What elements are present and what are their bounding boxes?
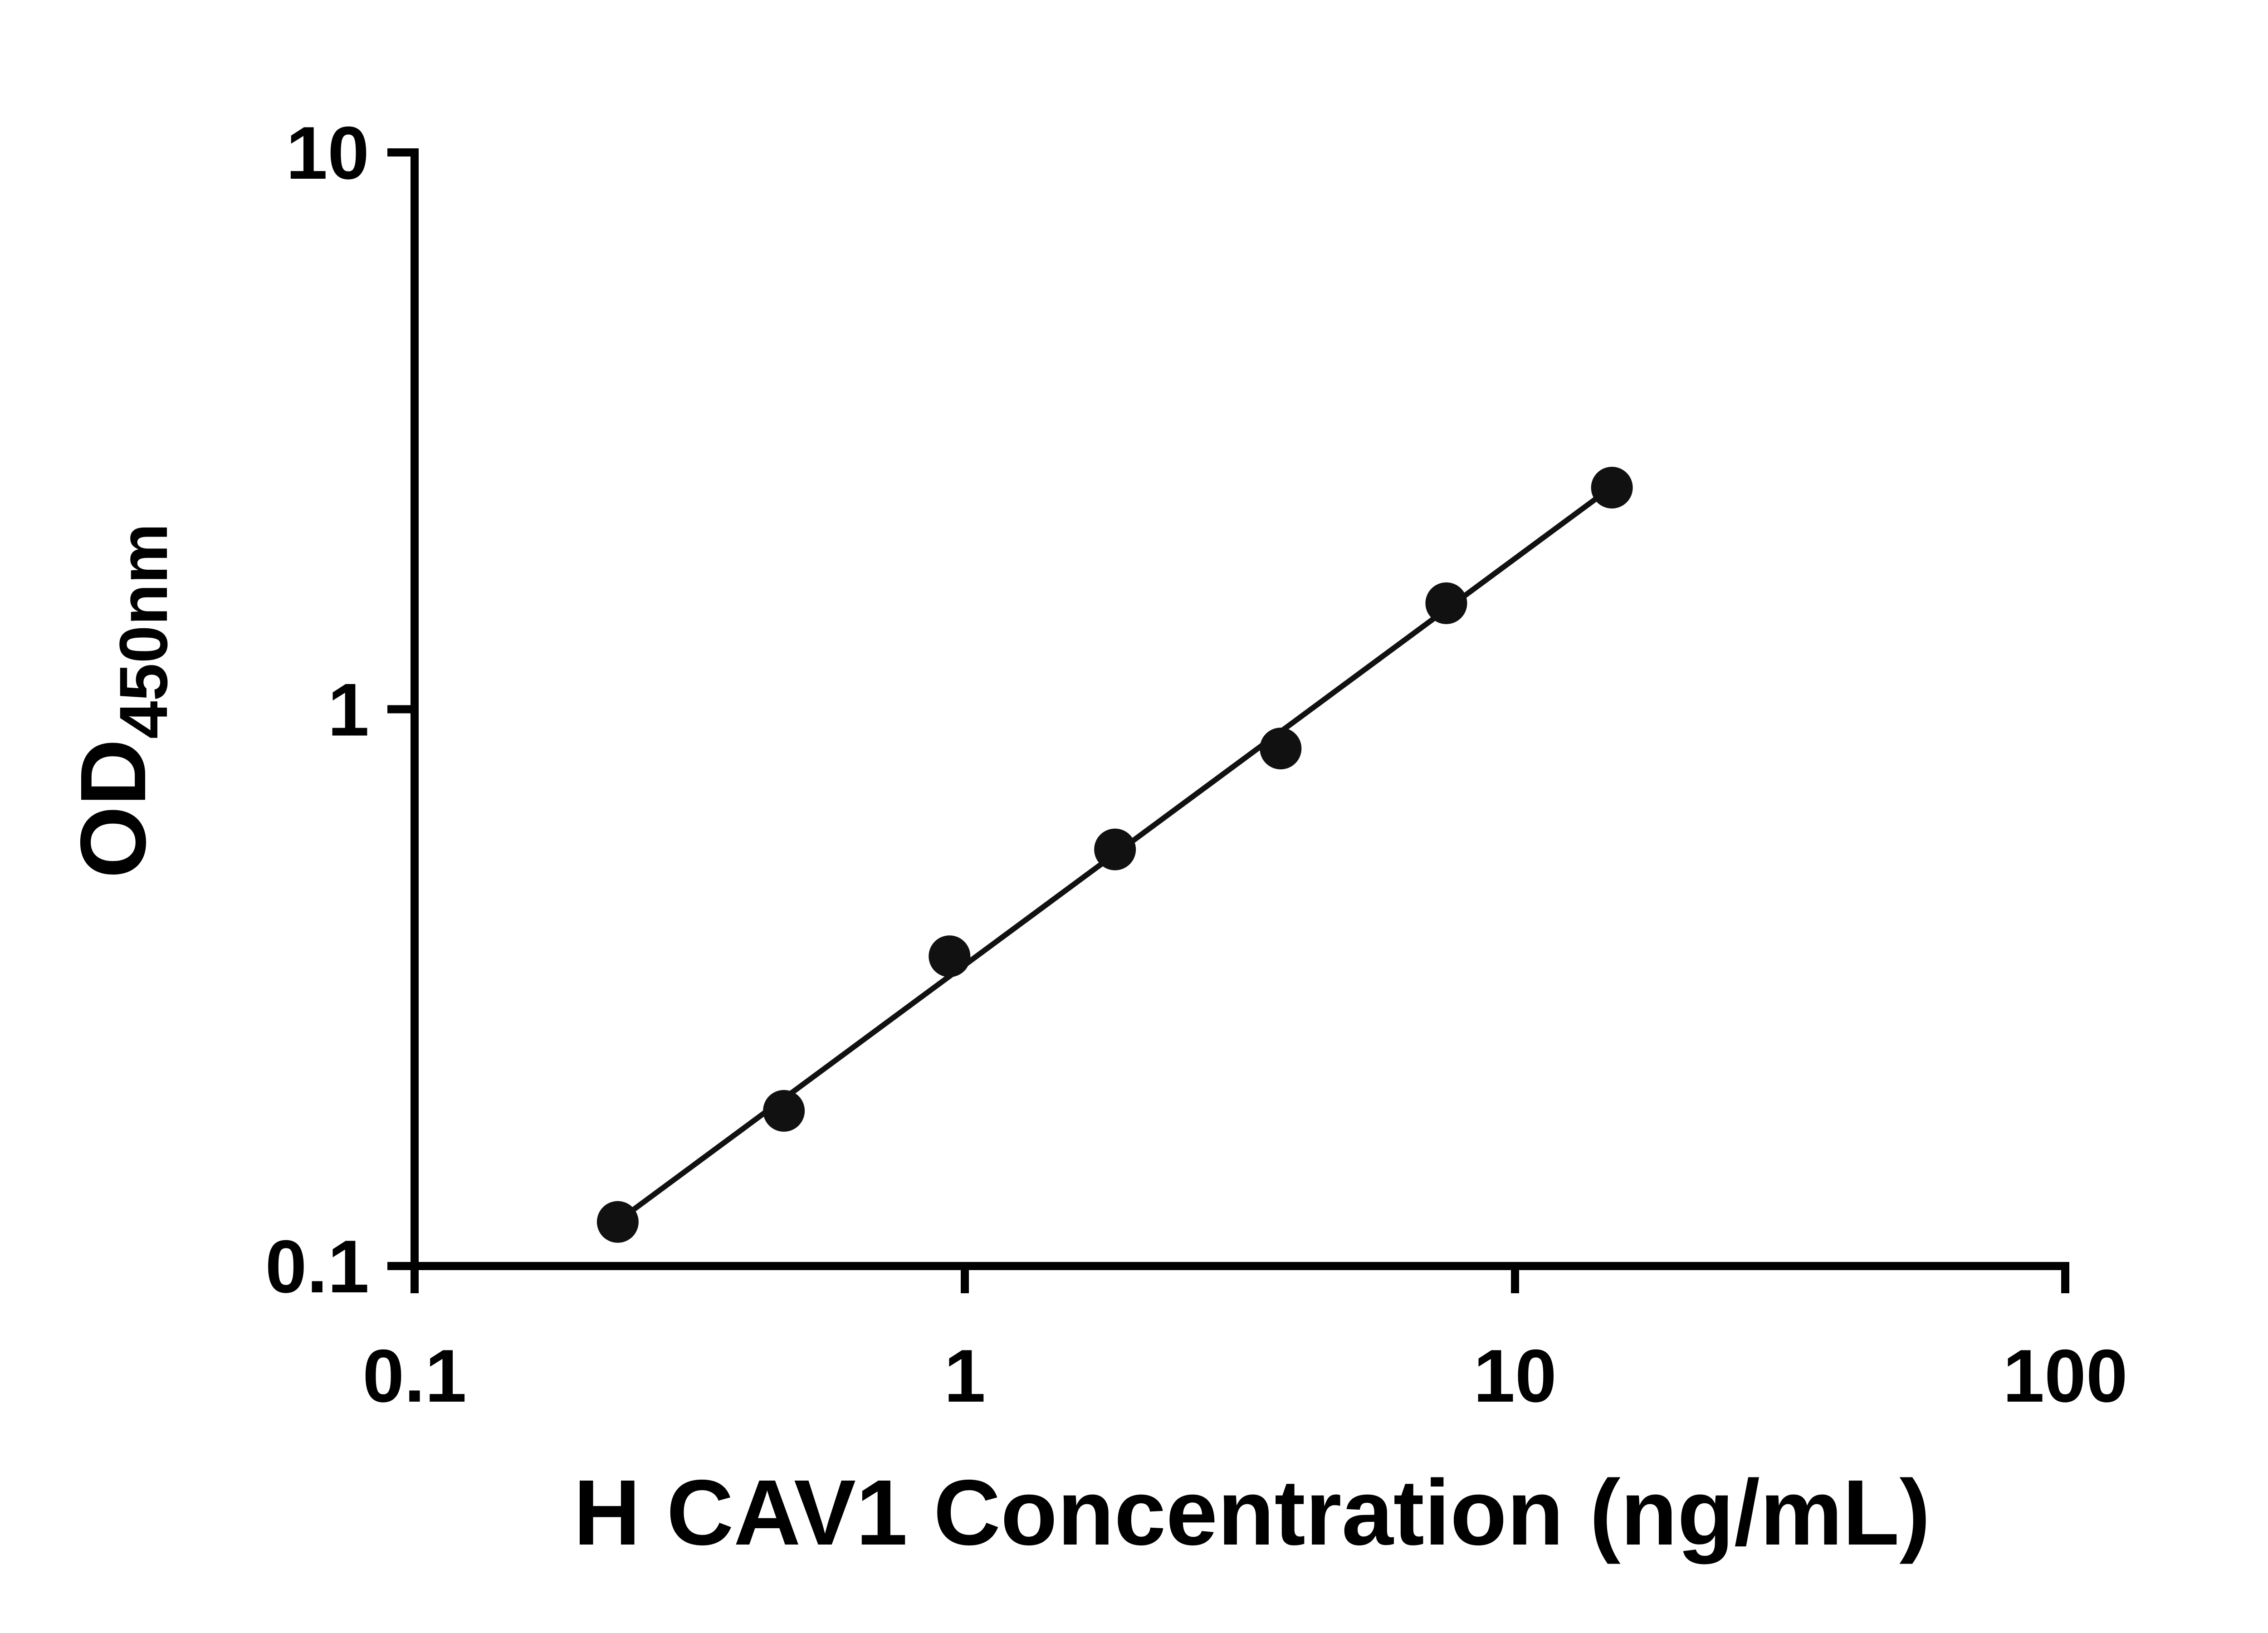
y-axis-tick-label: 10 <box>286 111 369 195</box>
y-axis-tick-label: 1 <box>327 668 369 752</box>
x-axis-tick-label: 1 <box>944 1334 986 1418</box>
y-axis-tick-label: 0.1 <box>265 1225 369 1308</box>
axes-frame <box>411 148 2069 1270</box>
data-point <box>1591 467 1633 509</box>
y-axis-title-subscript: 450nm <box>105 523 181 739</box>
x-axis-title: H CAV1 Concentration (ng/mL) <box>573 1461 1930 1565</box>
plot-area: 0.1 1 10 100 0.1 1 10 <box>265 111 2128 1418</box>
data-point <box>763 1090 805 1132</box>
data-point <box>1260 728 1302 770</box>
x-axis-tick-label: 10 <box>1473 1334 1557 1418</box>
data-point <box>1425 582 1467 624</box>
data-point <box>596 1201 639 1243</box>
data-point <box>1094 828 1136 870</box>
y-axis-title: OD450nm <box>61 523 181 879</box>
x-axis-tick-label: 0.1 <box>362 1334 466 1418</box>
y-axis-title-main: OD <box>61 739 165 879</box>
x-axis-tick-label: 100 <box>2003 1334 2127 1418</box>
data-point <box>929 935 971 978</box>
